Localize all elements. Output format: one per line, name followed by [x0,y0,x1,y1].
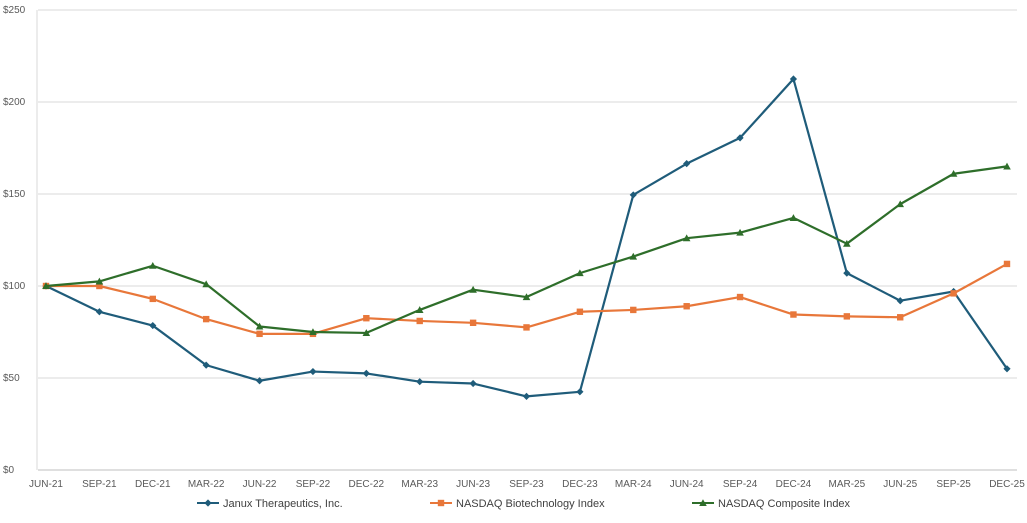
data-point [469,319,477,326]
data-point [576,308,584,315]
data-point [202,361,210,369]
data-point [789,75,798,83]
data-point [1003,260,1011,268]
x-tick-label: DEC-23 [562,479,598,490]
data-point [255,377,264,385]
data-point [896,297,904,305]
data-point [469,285,477,293]
y-tick-label: $250 [3,5,26,16]
legend-label: NASDAQ Biotechnology Index [456,498,605,510]
x-tick-label: MAR-24 [615,479,652,490]
y-tick-label: $150 [3,189,26,200]
x-tick-label: MAR-22 [188,479,225,490]
data-point [95,277,104,285]
data-point [736,293,744,301]
data-point [630,306,637,314]
data-point [149,295,156,303]
data-point [843,313,851,320]
series-0 [42,75,1011,400]
data-point [149,321,157,330]
data-point [897,314,904,321]
data-point [96,282,103,290]
legend-item-0: Janux Therapeutics, Inc. [197,498,343,510]
data-point [736,228,744,236]
x-tick-label: DEC-25 [989,479,1025,490]
data-point [576,269,584,277]
data-point [949,169,958,177]
data-point [843,269,851,277]
data-point [256,330,263,338]
data-point [362,329,371,336]
data-point [415,306,424,313]
data-point [683,303,690,310]
x-axis-ticks: JUN-21 SEP-21 DEC-21 MAR-22 JUN-22 SEP-22 DEC-… [29,479,1025,490]
legend-marker [699,499,707,507]
x-tick-label: JUN-22 [243,479,277,490]
x-tick-label: MAR-25 [828,479,865,490]
x-tick-label: DEC-21 [135,479,171,490]
data-point [416,378,424,386]
legend-marker [437,499,445,507]
y-tick-label: $200 [3,97,26,108]
data-point [1003,365,1011,373]
series-group [42,75,1011,400]
x-tick-label: SEP-24 [723,479,758,490]
data-point [309,328,317,336]
data-point [523,324,530,331]
x-tick-label: MAR-23 [401,479,438,490]
x-tick-label: JUN-23 [456,479,490,490]
x-tick-label: SEP-23 [509,479,544,490]
data-point [522,293,531,301]
x-tick-label: SEP-22 [296,479,331,490]
x-tick-label: SEP-25 [936,479,971,490]
data-point [202,280,210,288]
data-point [950,290,957,297]
data-point [148,261,157,269]
x-tick-label: DEC-22 [349,479,385,490]
data-point [255,322,264,330]
data-point [896,200,905,208]
data-point [629,252,638,260]
data-point [789,214,798,221]
y-tick-label: $0 [3,465,15,476]
data-point [309,367,317,376]
x-tick-label: SEP-21 [82,479,117,490]
data-point [682,234,691,242]
data-point [95,308,103,316]
y-tick-label: $50 [3,373,20,384]
data-point [736,134,744,142]
y-axis-ticks: $0 $50 $100 $150 $200 $250 [3,5,26,476]
y-tick-label: $100 [3,281,26,292]
data-point [202,315,210,323]
data-point [469,379,477,388]
data-point [683,160,691,168]
data-point [790,311,797,318]
series-2 [42,162,1011,336]
legend: Janux Therapeutics, Inc. NASDAQ Biotechno… [197,498,851,510]
legend-label: NASDAQ Composite Index [718,498,851,510]
x-tick-label: JUN-24 [670,479,704,490]
data-point [42,282,50,290]
x-tick-label: DEC-24 [776,479,812,490]
data-point [629,191,637,199]
x-tick-label: JUN-25 [883,479,917,490]
data-point [362,369,370,377]
data-point [576,388,584,396]
legend-label: Janux Therapeutics, Inc. [223,498,343,510]
data-point [843,239,851,247]
data-point [522,392,531,400]
data-point [363,315,370,322]
legend-marker [204,499,212,507]
series-line [45,77,1008,398]
series-line [45,165,1008,335]
legend-item-2: NASDAQ Composite Index [692,498,851,510]
data-point [1003,162,1011,170]
data-point [416,317,423,325]
legend-item-1: NASDAQ Biotechnology Index [430,498,605,510]
gridlines [36,9,1017,471]
x-tick-label: JUN-21 [29,479,63,490]
